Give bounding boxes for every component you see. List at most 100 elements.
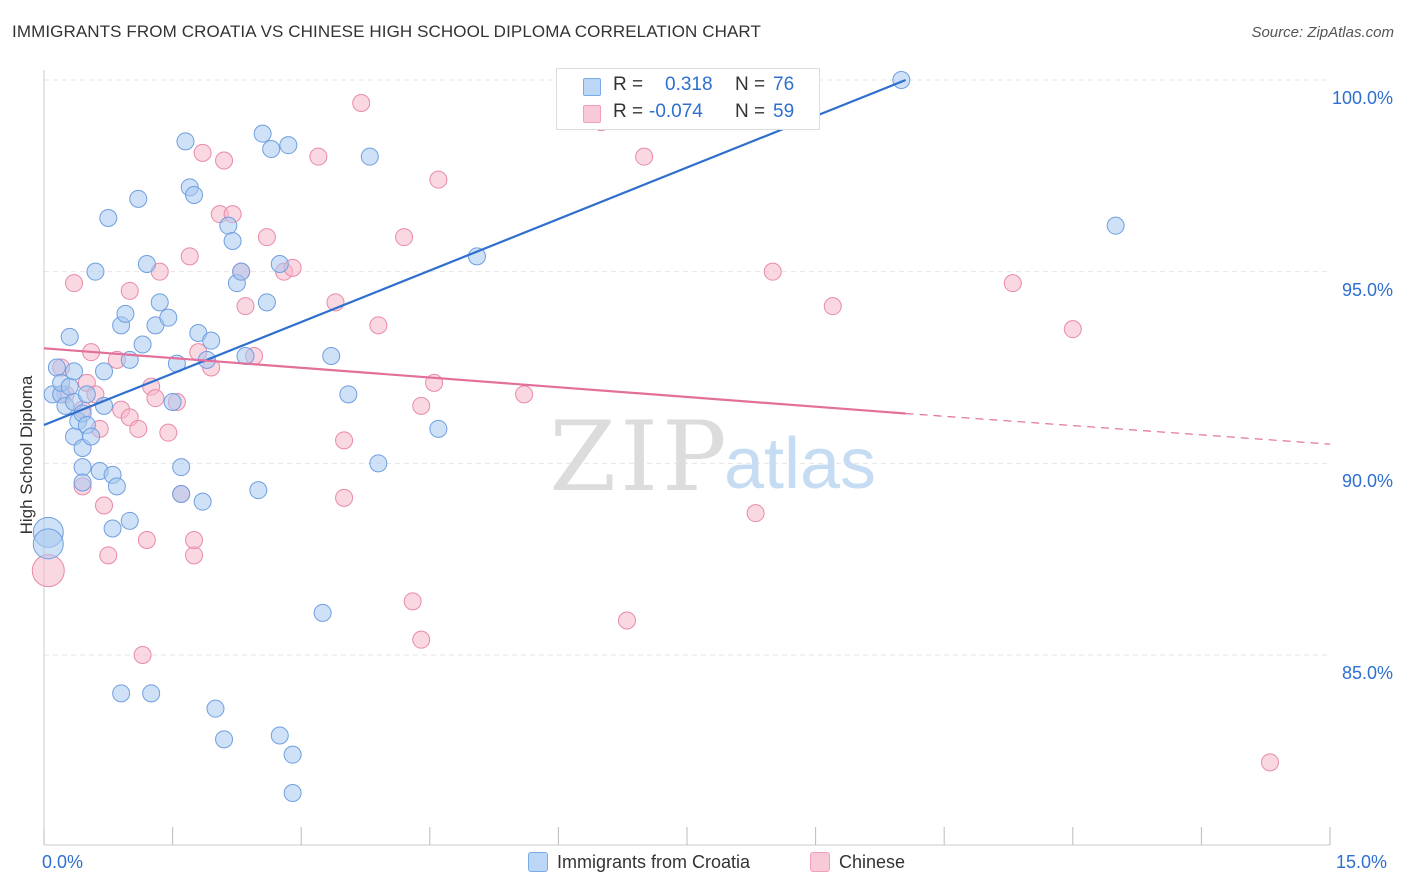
chinese-point [1003, 274, 1022, 293]
croatia-point [47, 358, 66, 377]
croatia-point [257, 293, 276, 312]
chinese-point [31, 554, 65, 588]
chinese-point [185, 546, 204, 565]
croatia-point [129, 189, 148, 208]
croatia-point [73, 458, 92, 477]
croatia-point [892, 71, 911, 89]
chinese-point [369, 316, 388, 335]
croatia-point [322, 347, 341, 365]
chinese-point [1260, 753, 1279, 772]
croatia-point [339, 385, 358, 404]
chinese-point [120, 281, 139, 300]
chinese-point [763, 262, 782, 281]
chinese-trend-line [43, 347, 906, 415]
y-tick-label: 100.0% [1331, 88, 1393, 108]
legend: R = 0.318 N = 76 R = -0.074 N = 59 [556, 68, 820, 130]
croatia-point [249, 481, 268, 500]
legend-r-value: 0.318 [665, 74, 713, 95]
croatia-trend-line [43, 78, 907, 427]
chinese-point [823, 297, 842, 316]
chinese-point [180, 247, 199, 266]
croatia-point [86, 262, 105, 281]
chinese-point [133, 646, 152, 664]
croatia-point [202, 331, 221, 350]
croatia-point [185, 186, 204, 204]
croatia-point [193, 492, 212, 511]
croatia-point [262, 140, 281, 158]
croatia-point [223, 232, 242, 250]
croatia-point [133, 335, 152, 354]
chinese-point [193, 143, 212, 162]
croatia-point [77, 385, 96, 404]
chinese-point [412, 396, 431, 415]
croatia-point [107, 477, 126, 496]
croatia-point [172, 458, 191, 477]
croatia-point [60, 327, 79, 346]
chinese-point [635, 147, 654, 166]
legend-r-label: R = [613, 74, 644, 95]
bottom-legend-label-croatia: Immigrants from Croatia [557, 852, 751, 872]
watermark: ZIP atlas [549, 401, 876, 513]
bottom-legend-swatch-chinese [810, 852, 830, 872]
croatia-point [103, 519, 122, 538]
chinese-point [395, 228, 414, 247]
croatia-point [270, 255, 289, 273]
bottom-legend-swatch-croatia [528, 852, 548, 872]
croatia-point [65, 362, 84, 381]
chinese-point [129, 419, 148, 438]
legend-r-value: -0.074 [649, 101, 703, 122]
chinese-point [65, 274, 84, 293]
chinese-point [95, 496, 114, 515]
chinese-point [403, 592, 422, 611]
chinese-point [99, 546, 118, 565]
chinese-point [146, 389, 165, 408]
croatia-point [283, 784, 302, 802]
x-tick-label-min: 0.0% [42, 852, 84, 872]
chinese-point [215, 151, 234, 170]
croatia-point [206, 699, 225, 718]
chart-title: IMMIGRANTS FROM CROATIA VS CHINESE HIGH … [12, 22, 761, 41]
croatia-point [283, 745, 302, 764]
croatia-point [369, 454, 388, 473]
chinese-point [429, 170, 448, 189]
croatia-point [120, 511, 139, 530]
croatia-point [159, 308, 178, 327]
croatia-point [150, 293, 169, 312]
chinese-point [257, 228, 276, 247]
croatia-point [163, 393, 182, 411]
legend-n-value: 76 [773, 74, 795, 95]
chinese-point [236, 297, 255, 316]
croatia-point [112, 684, 131, 703]
legend-r-label: R = [613, 101, 644, 122]
croatia-points [32, 71, 1125, 802]
chinese-point [617, 611, 636, 630]
croatia-point [467, 247, 486, 266]
croatia-point [95, 362, 114, 381]
x-tick-label-max: 15.0% [1336, 852, 1388, 872]
chinese-point [159, 423, 178, 442]
croatia-point [219, 216, 238, 235]
croatia-point [99, 209, 118, 227]
legend-swatch-chinese [583, 105, 601, 123]
croatia-point [137, 255, 156, 273]
chinese-point [515, 385, 534, 404]
croatia-point [429, 419, 448, 438]
source-label: Source: ZipAtlas.com [1251, 24, 1394, 41]
croatia-point [279, 136, 298, 155]
croatia-point [116, 304, 135, 323]
croatia-point [172, 485, 191, 503]
y-tick-label: 95.0% [1341, 279, 1393, 300]
croatia-point [142, 684, 161, 703]
croatia-point [32, 528, 64, 560]
chinese-point [335, 488, 354, 507]
chinese-point [185, 531, 204, 549]
chinese-point [137, 531, 156, 549]
croatia-point [1106, 216, 1125, 235]
croatia-point [270, 726, 289, 745]
legend-swatch-croatia [583, 78, 601, 96]
legend-n-value: 59 [773, 101, 795, 122]
y-tick-label: 90.0% [1341, 471, 1393, 492]
legend-n-label: N = [735, 74, 766, 95]
chinese-point [335, 431, 354, 450]
